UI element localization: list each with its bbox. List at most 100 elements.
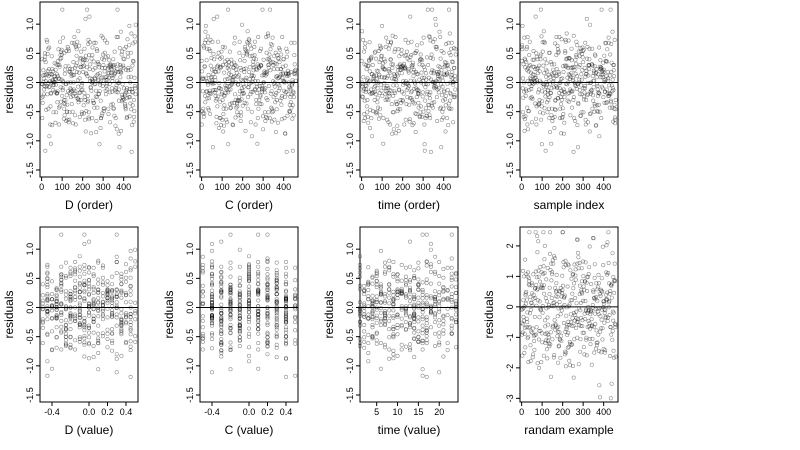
data-point — [113, 88, 118, 93]
data-point — [110, 296, 115, 301]
data-point — [541, 353, 546, 358]
data-point — [215, 104, 220, 109]
data-point — [215, 54, 220, 59]
data-point — [264, 96, 269, 101]
data-point — [237, 298, 242, 303]
data-point — [556, 71, 561, 76]
data-point — [49, 315, 54, 320]
data-point — [45, 297, 50, 302]
data-point — [252, 65, 257, 70]
data-point — [419, 41, 424, 46]
data-point — [442, 64, 447, 69]
x-tick-label: 300 — [576, 182, 591, 192]
data-point — [539, 285, 544, 290]
data-point — [91, 300, 96, 305]
data-point — [278, 98, 283, 103]
y-tick-label: -1.0 — [25, 133, 35, 149]
data-point — [363, 87, 368, 92]
data-point — [374, 285, 379, 290]
data-point — [119, 52, 124, 57]
data-point — [542, 243, 547, 248]
data-point — [63, 318, 68, 323]
data-point — [371, 79, 376, 84]
data-point — [428, 116, 433, 121]
data-point — [265, 287, 270, 292]
data-point — [370, 317, 375, 322]
data-point — [200, 254, 205, 259]
data-point — [210, 265, 215, 270]
data-point — [574, 309, 579, 314]
data-point — [68, 314, 73, 319]
data-point — [54, 307, 59, 312]
data-point — [572, 337, 577, 342]
data-point — [387, 287, 392, 292]
data-point — [54, 335, 59, 340]
data-point — [107, 71, 112, 76]
data-point — [379, 88, 384, 93]
data-point — [543, 148, 548, 153]
data-point — [82, 271, 87, 276]
data-point — [114, 293, 119, 298]
data-point — [402, 122, 407, 127]
data-point — [538, 328, 543, 333]
data-point — [241, 67, 246, 72]
data-point — [397, 87, 402, 92]
data-point — [578, 308, 583, 313]
data-point — [247, 353, 252, 358]
data-point — [210, 336, 215, 341]
data-point — [268, 91, 273, 96]
data-point — [283, 293, 288, 298]
data-point — [545, 88, 550, 93]
data-point — [112, 64, 117, 69]
data-point — [412, 330, 417, 335]
data-point — [535, 361, 540, 366]
data-point — [75, 60, 80, 65]
y-tick-label: 0.5 — [185, 47, 195, 60]
data-point — [385, 39, 390, 44]
data-point — [567, 77, 572, 82]
data-point — [110, 102, 115, 107]
data-point — [219, 275, 224, 280]
data-point — [424, 338, 429, 343]
data-point — [130, 63, 135, 68]
data-point — [550, 116, 555, 121]
data-point — [228, 331, 233, 336]
data-point — [416, 334, 421, 339]
data-point — [228, 313, 233, 318]
data-point — [119, 70, 124, 75]
data-point — [603, 89, 608, 94]
data-point — [426, 62, 431, 67]
data-point — [365, 98, 370, 103]
x-tick-label: 100 — [535, 182, 550, 192]
data-point — [427, 96, 432, 101]
data-point — [50, 123, 55, 128]
data-point — [428, 308, 433, 313]
data-point — [555, 314, 560, 319]
data-point — [590, 305, 595, 310]
data-point — [82, 342, 87, 347]
data-point — [202, 111, 207, 116]
data-point — [366, 279, 371, 284]
data-point — [242, 77, 247, 82]
data-point — [209, 75, 214, 80]
data-point — [126, 65, 131, 70]
data-point — [403, 327, 408, 332]
data-point — [265, 339, 270, 344]
data-point — [387, 268, 392, 273]
x-tick-label: 300 — [576, 407, 591, 417]
data-point — [87, 287, 92, 292]
data-point — [256, 232, 261, 237]
data-point — [100, 313, 105, 318]
data-point — [548, 60, 553, 65]
data-point — [437, 323, 442, 328]
data-point — [133, 92, 138, 97]
data-point — [219, 308, 224, 313]
data-point — [377, 72, 382, 77]
data-point — [378, 284, 383, 289]
data-point — [448, 53, 453, 58]
data-point — [562, 295, 567, 300]
data-point — [528, 75, 533, 80]
y-tick-label: 0.5 — [345, 272, 355, 285]
data-point — [593, 103, 598, 108]
data-point — [387, 282, 392, 287]
